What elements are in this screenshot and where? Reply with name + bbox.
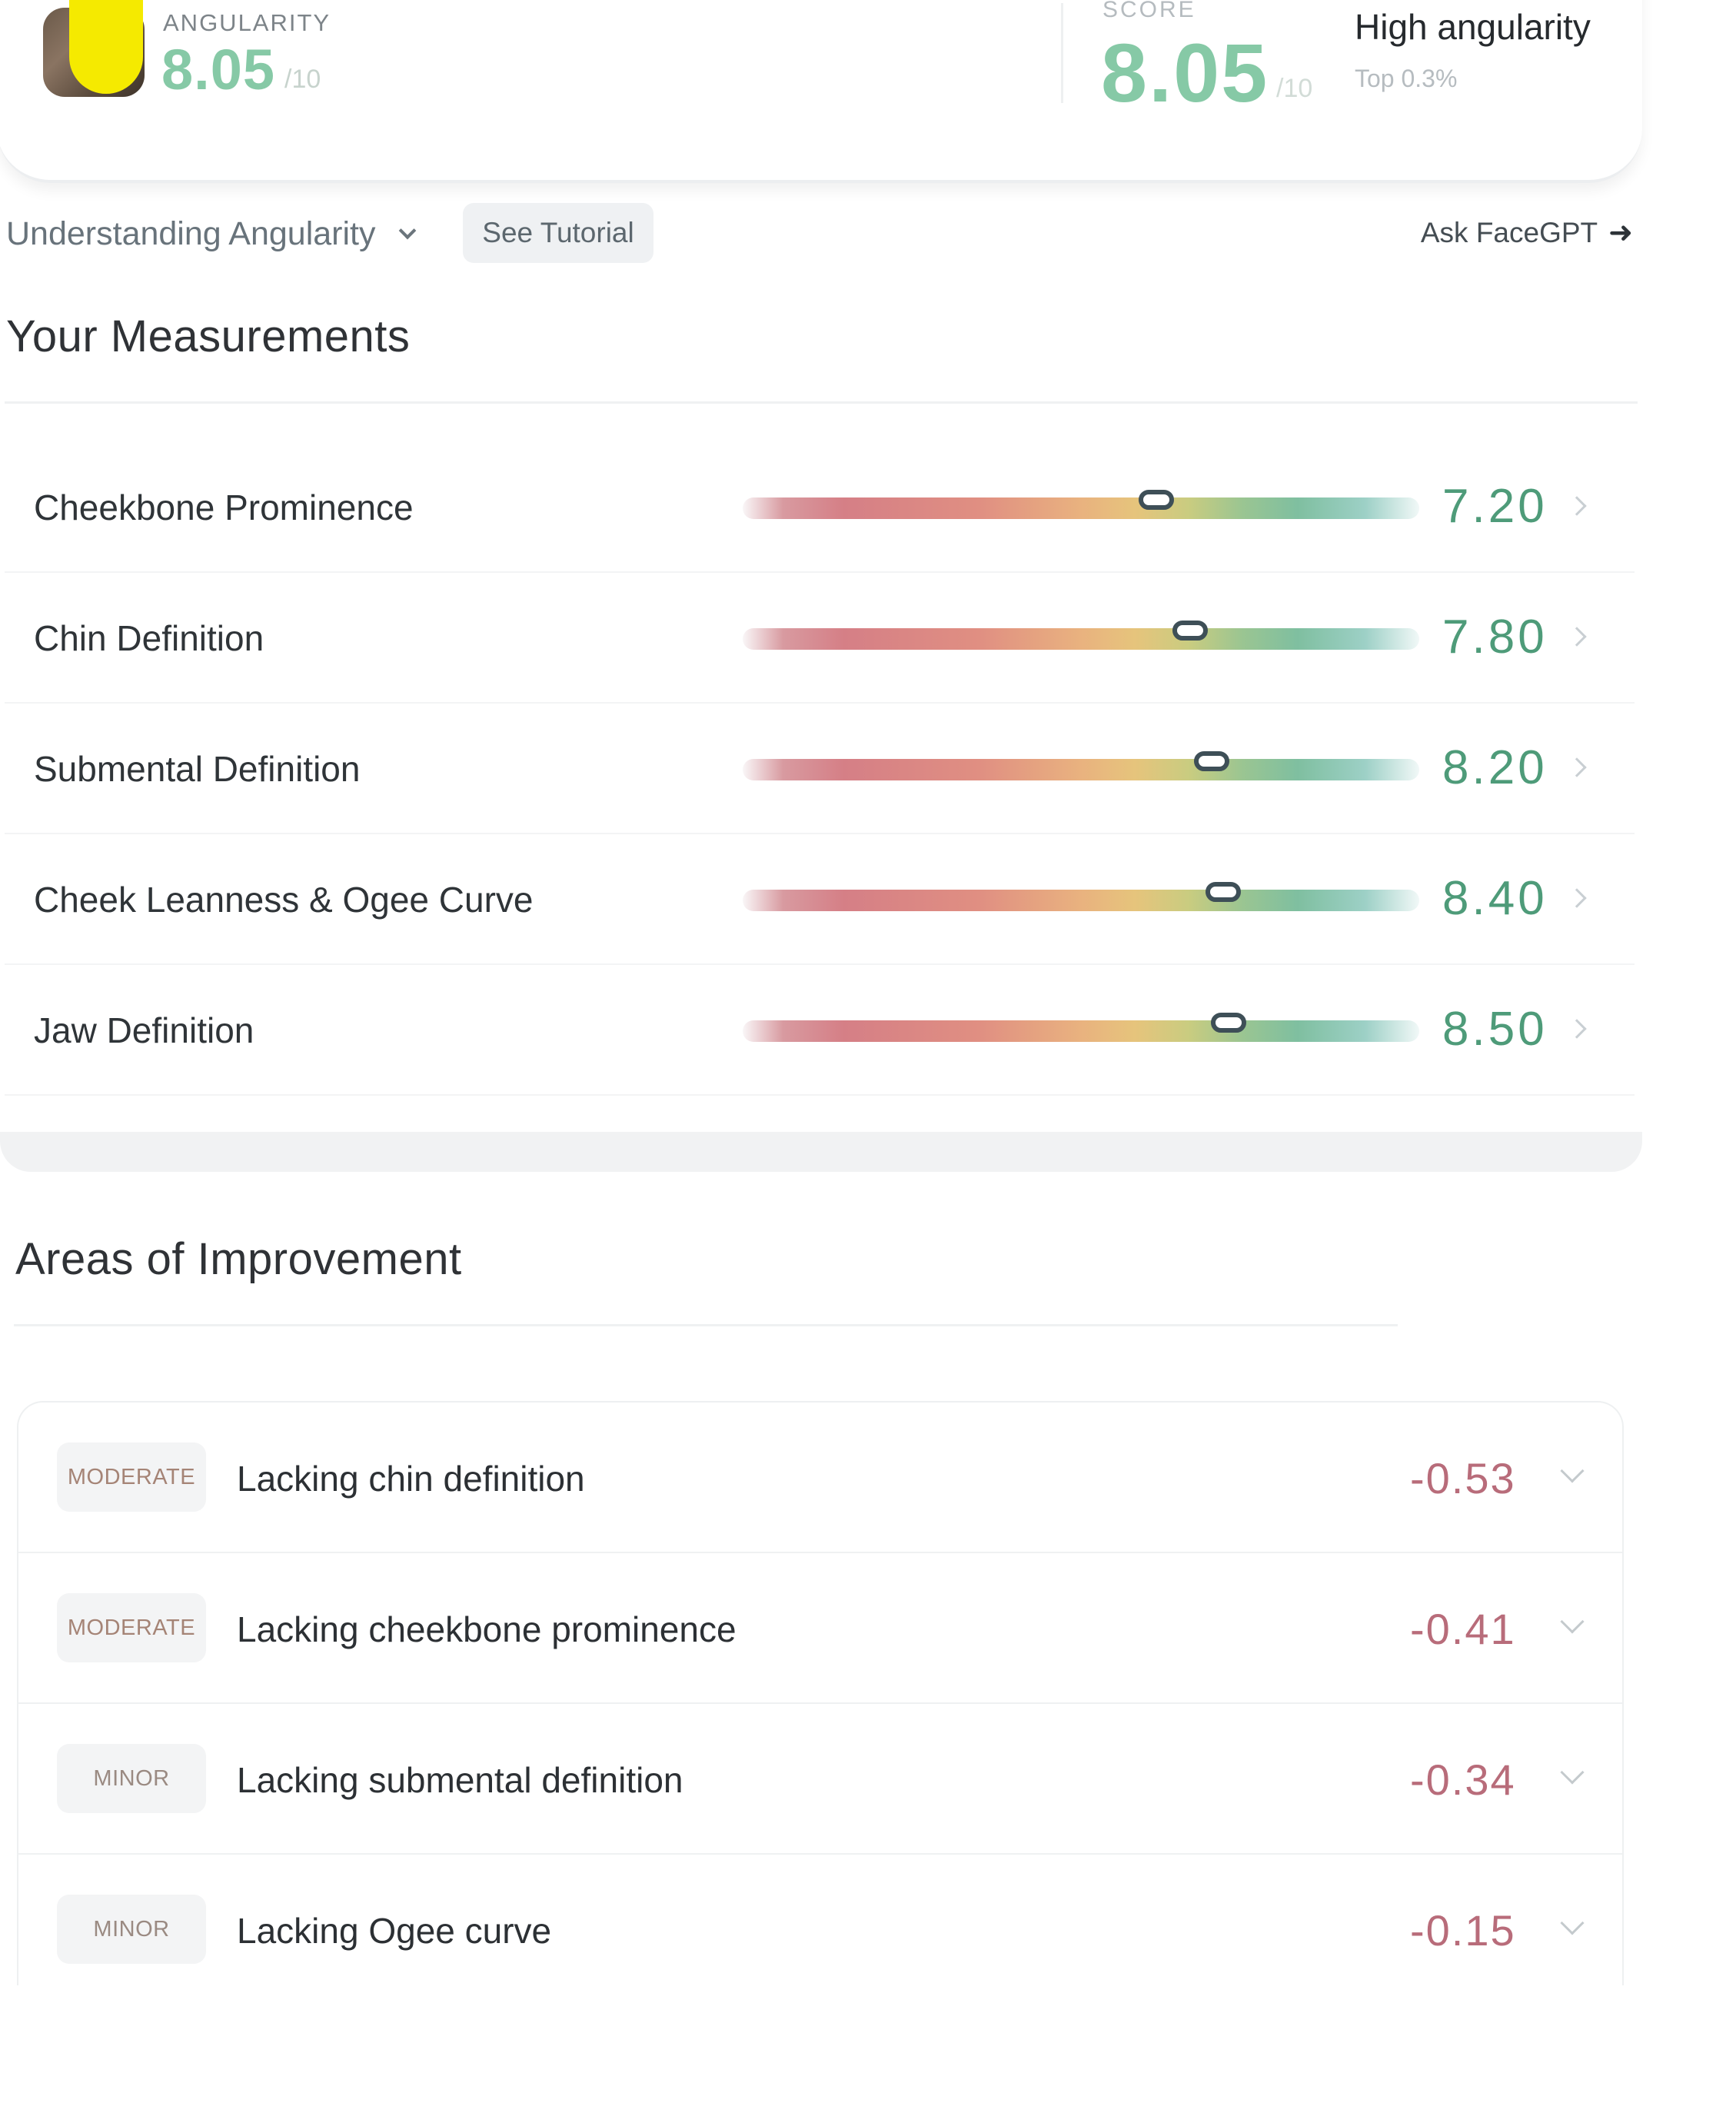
chevron-down-icon[interactable] bbox=[1560, 1609, 1585, 1634]
measurement-row[interactable]: Submental Definition 8.20 bbox=[5, 704, 1635, 834]
tier-label: High angularity bbox=[1355, 7, 1591, 47]
measurement-value: 7.20 bbox=[1442, 480, 1548, 533]
measurement-value: 8.50 bbox=[1442, 1003, 1548, 1056]
chevron-down-icon bbox=[399, 221, 417, 240]
improvement-text: Lacking cheekbone prominence bbox=[237, 1609, 737, 1649]
chevron-right-icon[interactable] bbox=[1567, 757, 1587, 777]
measurements-title: Your Measurements bbox=[6, 311, 411, 361]
improvement-row[interactable]: MODERATE Lacking cheekbone prominence -0.4… bbox=[18, 1553, 1622, 1704]
measurement-row[interactable]: Chin Definition 7.80 bbox=[5, 573, 1635, 704]
measurement-gradient-bar bbox=[743, 497, 1419, 519]
chevron-right-icon[interactable] bbox=[1567, 888, 1587, 908]
improvement-text: Lacking chin definition bbox=[237, 1459, 585, 1499]
severity-badge: MINOR bbox=[57, 1895, 206, 1964]
improvement-list: MODERATE Lacking chin definition -0.53 MODE… bbox=[17, 1401, 1624, 1985]
improvement-text: Lacking Ogee curve bbox=[237, 1911, 552, 1951]
measurements-divider bbox=[5, 401, 1638, 404]
improvement-delta: -0.41 bbox=[1410, 1605, 1516, 1653]
measurements-card-bottom bbox=[0, 1132, 1642, 1172]
measurement-marker bbox=[1194, 751, 1230, 771]
topic-dropdown[interactable]: Understanding Angularity bbox=[6, 212, 417, 255]
measurement-name: Submental Definition bbox=[34, 749, 361, 789]
chevron-right-icon[interactable] bbox=[1567, 496, 1587, 516]
metric-denominator: /10 bbox=[284, 65, 321, 94]
see-tutorial-button[interactable]: See Tutorial bbox=[463, 203, 653, 263]
improvement-row[interactable]: MODERATE Lacking chin definition -0.53 bbox=[18, 1403, 1622, 1553]
measurement-gradient-bar bbox=[743, 1020, 1419, 1042]
avatar-redaction bbox=[69, 0, 143, 94]
rank-label: Top 0.3% bbox=[1355, 65, 1458, 92]
measurement-value: 8.40 bbox=[1442, 872, 1548, 925]
ask-facegpt-link[interactable]: Ask FaceGPT ➜ bbox=[1421, 215, 1633, 250]
chevron-down-icon[interactable] bbox=[1560, 1760, 1585, 1785]
chevron-down-icon[interactable] bbox=[1560, 1911, 1585, 1935]
score-denominator: /10 bbox=[1276, 74, 1313, 103]
score-value: 8.05 bbox=[1101, 26, 1269, 119]
improvement-text: Lacking submental definition bbox=[237, 1760, 683, 1800]
metric-value: 8.05 bbox=[161, 38, 276, 101]
measurement-row[interactable]: Jaw Definition 8.50 bbox=[5, 965, 1635, 1096]
score-label: SCORE bbox=[1102, 0, 1196, 22]
chevron-right-icon[interactable] bbox=[1567, 1019, 1587, 1039]
severity-badge: MODERATE bbox=[57, 1593, 206, 1662]
improvement-delta: -0.34 bbox=[1410, 1755, 1516, 1804]
measurement-marker bbox=[1139, 490, 1175, 510]
measurement-row[interactable]: Cheek Leanness & Ogee Curve 8.40 bbox=[5, 834, 1635, 965]
ask-facegpt-label: Ask FaceGPT bbox=[1420, 216, 1598, 248]
severity-badge: MODERATE bbox=[57, 1442, 206, 1512]
improvement-delta: -0.53 bbox=[1410, 1454, 1516, 1502]
improvements-title: Areas of Improvement bbox=[15, 1234, 462, 1284]
metric-label: ANGULARITY bbox=[163, 9, 331, 36]
measurement-name: Jaw Definition bbox=[34, 1010, 254, 1050]
measurement-marker bbox=[1211, 1013, 1246, 1033]
measurement-name: Cheek Leanness & Ogee Curve bbox=[34, 880, 534, 920]
measurement-row[interactable]: Cheekbone Prominence 7.20 bbox=[5, 442, 1635, 573]
measurement-value: 8.20 bbox=[1442, 741, 1548, 794]
measurement-name: Cheekbone Prominence bbox=[34, 487, 414, 527]
score-header-card: ANGULARITY 8.05 /10 SCORE 8.05 /10 High … bbox=[0, 0, 1642, 183]
improvement-row[interactable]: MINOR Lacking submental definition -0.34 bbox=[18, 1704, 1622, 1855]
chevron-right-icon[interactable] bbox=[1567, 627, 1587, 647]
arrow-right-icon: ➜ bbox=[1608, 217, 1633, 249]
improvement-delta: -0.15 bbox=[1410, 1906, 1516, 1955]
header-divider bbox=[1061, 3, 1063, 103]
improvement-row[interactable]: MINOR Lacking Ogee curve -0.15 bbox=[18, 1855, 1622, 1985]
chevron-down-icon[interactable] bbox=[1560, 1459, 1585, 1483]
measurement-value: 7.80 bbox=[1442, 611, 1548, 664]
measurement-name: Chin Definition bbox=[34, 618, 264, 658]
measurement-gradient-bar bbox=[743, 759, 1419, 780]
measurement-marker bbox=[1205, 882, 1241, 902]
topic-dropdown-label: Understanding Angularity bbox=[6, 215, 376, 252]
measurement-gradient-bar bbox=[743, 628, 1419, 650]
measurement-marker bbox=[1172, 621, 1208, 641]
severity-badge: MINOR bbox=[57, 1744, 206, 1813]
measurement-gradient-bar bbox=[743, 890, 1419, 911]
improvements-divider bbox=[14, 1324, 1398, 1326]
